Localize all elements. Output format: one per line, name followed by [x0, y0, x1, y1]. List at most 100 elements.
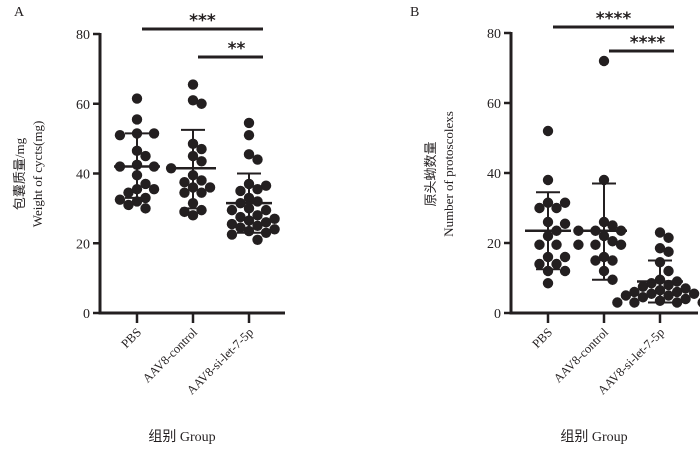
panel-a-point-pbs [140, 150, 151, 162]
panel-a-point-aav8-control [187, 210, 199, 221]
panel-b-point-aav8-control [590, 255, 601, 266]
panel-a-point-aav8-si-let-7-5p [252, 196, 263, 207]
panel-a-point-aav8-control [179, 187, 190, 198]
panel-b-ylabel-cn: 原头蚴数量 [423, 141, 438, 206]
panel-b-point-aav8-control [573, 225, 584, 236]
panel-a-point-aav8-si-let-7-5p [252, 220, 263, 232]
panel-a-point-pbs [140, 203, 151, 214]
panel-b-point-pbs [534, 239, 545, 250]
panel-b-y-tick-label: 20 [487, 237, 501, 252]
panel-b-point-aav8-si-let-7-5p [688, 288, 700, 299]
panel-a-point-aav8-si-let-7-5p [235, 185, 246, 197]
panel-a-point-aav8-si-let-7-5p [252, 210, 263, 221]
panel-a-point-aav8-si-let-7-5p [243, 117, 255, 129]
panel-a-significance-label: ** [228, 39, 246, 59]
panel-b-point-aav8-control [590, 239, 601, 250]
panel-a-point-aav8-si-let-7-5p [252, 234, 263, 245]
panel-b-point-aav8-si-let-7-5p [663, 290, 674, 301]
panel-b-point-aav8-control [573, 239, 584, 250]
panel-a-y-tick-label: 80 [76, 28, 90, 43]
panel-b-point-aav8-si-let-7-5p [637, 292, 649, 303]
panel-b-point-aav8-si-let-7-5p [663, 246, 674, 257]
panel-a-point-aav8-si-let-7-5p [260, 180, 272, 191]
panel-a-point-aav8-si-let-7-5p [226, 229, 238, 240]
panel-a-label: A [14, 5, 25, 20]
panel-b-point-aav8-si-let-7-5p [620, 290, 632, 301]
panel-a-point-aav8-si-let-7-5p [235, 211, 246, 223]
panel-b-point-pbs [559, 218, 571, 229]
panel-a-point-aav8-si-let-7-5p [260, 227, 272, 238]
panel-a-point-aav8-control [179, 177, 190, 188]
panel-b-y-tick-label: 40 [487, 167, 501, 182]
panel-b-point-aav8-si-let-7-5p [654, 227, 666, 238]
panel-a-point-pbs [131, 114, 143, 125]
panel-a-point-aav8-si-let-7-5p [260, 217, 272, 228]
panel-b: B 原头蚴数量 Number of protoscolexs 组别 Group … [410, 5, 700, 445]
panel-b-point-aav8-si-let-7-5p [646, 288, 657, 299]
panel-b-ylabel-en: Number of protoscolexs [441, 111, 456, 237]
panel-b-point-aav8-si-let-7-5p [697, 298, 700, 307]
panel-b-label: B [410, 5, 419, 20]
panel-b-significance-label: **** [630, 33, 666, 53]
panel-b-point-pbs [551, 239, 562, 250]
panel-b-category-label: PBS [529, 325, 555, 351]
panel-a-point-pbs [131, 93, 143, 104]
panel-b-category-label: AAV8-control [551, 325, 612, 386]
panel-b-point-aav8-control [607, 220, 618, 231]
panel-b-xlabel: 组别 Group [560, 429, 627, 445]
panel-b-significance-label: **** [596, 9, 632, 29]
panel-a-point-aav8-si-let-7-5p [226, 204, 238, 216]
panel-b-point-aav8-si-let-7-5p [680, 283, 691, 294]
panel-b-point-aav8-control [607, 236, 618, 247]
panel-b-point-aav8-si-let-7-5p [629, 286, 640, 298]
panel-a-point-pbs [123, 199, 134, 211]
panel-b-point-pbs [542, 174, 554, 186]
panel-a-point-aav8-si-let-7-5p [269, 224, 280, 235]
panel-b-point-pbs [559, 197, 571, 208]
panel-a-point-aav8-control [196, 187, 207, 198]
panel-a-point-pbs [114, 194, 126, 205]
panel-b-point-pbs [559, 265, 571, 277]
panel-b-point-aav8-control [615, 239, 627, 250]
panel-b-point-pbs [551, 258, 562, 270]
panel-a-point-pbs [148, 183, 160, 195]
panel-b-point-pbs [534, 202, 545, 214]
panel-a-y-tick-label: 0 [83, 307, 90, 322]
panel-a-y-tick-label: 20 [76, 237, 90, 252]
panel-a-point-aav8-si-let-7-5p [252, 154, 263, 165]
panel-a-category-label: AAV8-control [140, 325, 201, 386]
panel-a-point-aav8-control [196, 156, 207, 167]
panel-b-point-aav8-si-let-7-5p [671, 286, 683, 298]
panel-a-point-aav8-si-let-7-5p [243, 129, 255, 141]
panel-a-point-pbs [140, 178, 151, 190]
panel-a-point-aav8-si-let-7-5p [260, 204, 272, 216]
panel-a-point-aav8-si-let-7-5p [269, 213, 280, 225]
panel-b-point-pbs [542, 125, 554, 137]
panel-a-plot: 020406080PBSAAV8-controlAAV8-si-let-7-5p… [76, 11, 285, 397]
panel-b-point-aav8-si-let-7-5p [671, 297, 683, 308]
panel-a-category-label: PBS [118, 325, 144, 351]
panel-a-significance-label: *** [189, 11, 216, 31]
panel-a-point-aav8-control [196, 143, 207, 155]
panel-a-y-tick-label: 60 [76, 98, 90, 113]
panel-b-point-aav8-si-let-7-5p [654, 243, 666, 254]
panel-b-point-aav8-si-let-7-5p [663, 232, 674, 243]
panel-b-point-aav8-si-let-7-5p [629, 297, 640, 308]
panel-a-point-pbs [123, 187, 134, 198]
panel-b-y-tick-label: 60 [487, 97, 501, 112]
panel-b-y-tick-label: 0 [494, 307, 501, 322]
panel-a-y-tick-label: 40 [76, 168, 90, 183]
panel-a-point-aav8-control [204, 182, 216, 193]
panel-a: A 包囊质量/mg Weight of cycts(mg) 组别 Group 0… [12, 5, 285, 445]
panel-a-point-aav8-control [196, 175, 207, 186]
panel-b-point-pbs [542, 278, 554, 289]
panel-b-y-tick-label: 80 [487, 27, 501, 42]
panel-b-point-aav8-control [607, 255, 618, 266]
panel-b-point-aav8-control [598, 55, 610, 67]
panel-a-point-pbs [148, 128, 160, 139]
panel-b-point-aav8-si-let-7-5p [637, 281, 649, 292]
panel-b-point-aav8-si-let-7-5p [663, 265, 674, 277]
panel-a-point-aav8-si-let-7-5p [243, 149, 255, 160]
panel-b-point-aav8-si-let-7-5p [680, 293, 691, 305]
